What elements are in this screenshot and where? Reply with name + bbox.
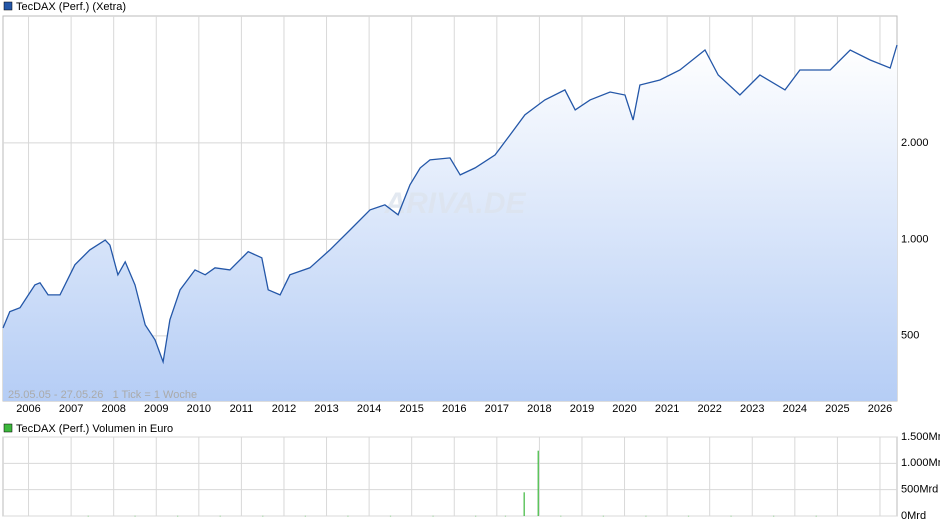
y-tick-label: 0Mrd (901, 510, 926, 522)
volume-bar (347, 515, 349, 517)
plot-frame (2, 436, 898, 517)
volume-bar (815, 515, 817, 517)
volume-bar (177, 515, 179, 517)
x-tick-label: 2014 (357, 403, 381, 415)
volume-bar (523, 492, 525, 516)
x-tick-label: 2015 (399, 403, 423, 415)
volume-bar (389, 515, 392, 517)
volume-bar (602, 515, 604, 517)
price-line (2, 44, 898, 365)
volume-bar (560, 515, 562, 517)
volume-bar (773, 515, 775, 517)
x-tick-label: 2024 (783, 403, 807, 415)
legend-label: TecDAX (Perf.) (Xetra) (16, 1, 126, 13)
x-tick-label: 2012 (272, 403, 296, 415)
x-tick-label: 2011 (230, 403, 254, 415)
x-tick-label: 2025 (825, 403, 849, 415)
y-tick-label: 500Mrd (901, 484, 938, 496)
volume-bar (134, 515, 136, 517)
volume-bar (504, 515, 507, 517)
y-tick-label: 2.000 (901, 137, 929, 149)
x-tick-label: 2019 (570, 403, 594, 415)
watermark: ARIVA.DE (383, 187, 526, 220)
volume-bar (432, 515, 434, 517)
y-tick-label: 1.500Mr (901, 431, 940, 443)
x-tick-label: 2017 (485, 403, 509, 415)
volume-bar (730, 515, 732, 517)
legend-swatch (3, 1, 13, 11)
legend-label: TecDAX (Perf.) Volumen in Euro (16, 423, 173, 435)
x-tick-label: 2016 (442, 403, 466, 415)
volume-bar (87, 515, 89, 517)
annotation: 25.05.05 - 27.05.26 1 Tick = 1 Woche (8, 389, 197, 401)
x-tick-label: 2006 (16, 403, 40, 415)
volume-bar (645, 515, 647, 517)
volume-bar (262, 515, 264, 517)
y-tick-label: 1.000 (901, 233, 929, 245)
x-tick-label: 2009 (144, 403, 168, 415)
y-tick-label: 1.000Mr (901, 457, 940, 469)
x-tick-label: 2021 (655, 403, 679, 415)
area (3, 45, 897, 401)
volume-bar (219, 515, 221, 517)
x-tick-label: 2010 (187, 403, 211, 415)
x-tick-label: 2022 (697, 403, 721, 415)
volume-bar (304, 515, 306, 517)
volume-bar (687, 515, 690, 517)
x-tick-label: 2013 (314, 403, 338, 415)
x-tick-label: 2023 (740, 403, 764, 415)
volume-bar (475, 515, 477, 517)
x-tick-label: 2026 (868, 403, 892, 415)
volume-bar (537, 450, 539, 516)
legend-swatch (3, 423, 13, 433)
y-tick-label: 500 (901, 330, 919, 342)
x-tick-label: 2007 (59, 403, 83, 415)
x-tick-label: 2008 (101, 403, 125, 415)
x-tick-label: 2018 (527, 403, 551, 415)
x-tick-label: 2020 (612, 403, 636, 415)
